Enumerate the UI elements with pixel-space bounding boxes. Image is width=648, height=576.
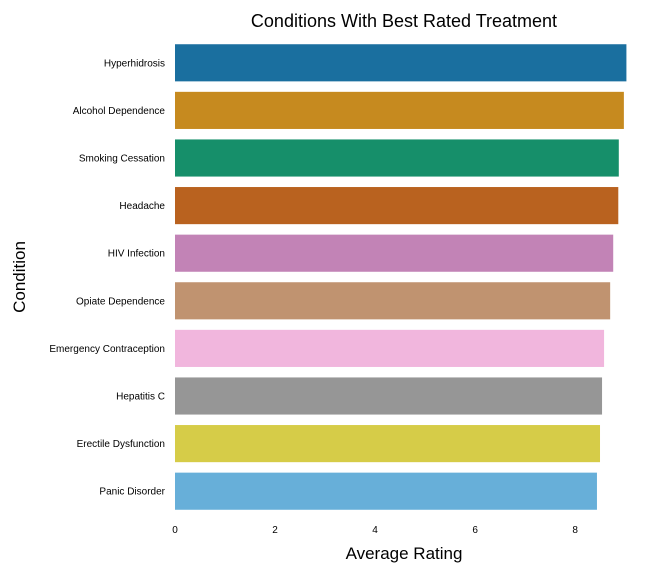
category-label: Headache — [119, 201, 165, 212]
category-label: Hyperhidrosis — [104, 58, 165, 69]
bar-headache — [175, 187, 619, 225]
x-tick-labels: 0 2 4 6 8 — [172, 525, 578, 536]
bar-hyperhidrosis — [175, 44, 627, 82]
category-label: Hepatitis C — [116, 392, 165, 403]
category-label: Alcohol Dependence — [73, 106, 166, 117]
x-tick-label: 6 — [472, 525, 478, 536]
bar-smoking-cessation — [175, 139, 619, 177]
y-axis-title: Condition — [10, 241, 29, 313]
category-label: Opiate Dependence — [76, 296, 165, 307]
x-tick-label: 8 — [572, 525, 578, 536]
category-label: HIV Infection — [108, 249, 165, 260]
bar-panic-disorder — [175, 472, 597, 510]
category-label: Erectile Dysfunction — [77, 439, 165, 450]
x-tick-label: 4 — [372, 525, 378, 536]
category-label: Emergency Contraception — [49, 344, 165, 355]
x-tick-label: 0 — [172, 525, 178, 536]
category-label: Panic Disorder — [99, 487, 165, 498]
x-axis-title: Average Rating — [346, 544, 463, 563]
category-label: Smoking Cessation — [79, 154, 165, 165]
category-labels: Hyperhidrosis Alcohol Dependence Smoking C… — [49, 58, 165, 497]
bars-group — [175, 44, 627, 510]
bar-erectile-dysfunction — [175, 425, 601, 463]
bar-hepatitis-c — [175, 377, 603, 415]
chart-title: Conditions With Best Rated Treatment — [251, 11, 557, 31]
bar-opiate-dependence — [175, 282, 611, 320]
bar-alcohol-dependence — [175, 91, 624, 129]
bar-emergency-contraception — [175, 329, 605, 367]
bar-hiv-infection — [175, 234, 614, 272]
x-tick-label: 2 — [272, 525, 278, 536]
